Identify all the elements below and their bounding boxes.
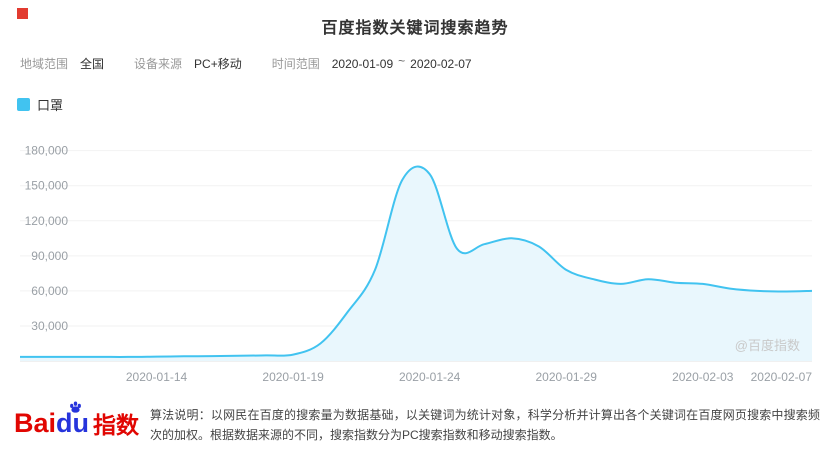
y-axis-label: 30,000 — [31, 319, 68, 333]
logo-text-suffix: 指数 — [93, 411, 140, 438]
logo-text-bai: Bai — [14, 408, 57, 438]
x-axis-label: 2020-01-24 — [399, 370, 461, 384]
time-start-value[interactable]: 2020-01-09 — [331, 56, 394, 71]
algorithm-description: 算法说明：以网民在百度的搜索量为数据基础，以关键词为统计对象，科学分析并计算出各… — [150, 408, 820, 442]
y-axis-label: 180,000 — [25, 144, 69, 158]
trend-chart[interactable]: 30,000 60,000 90,000 120,000 150,000 180,000 2… — [0, 103, 830, 403]
series-line — [20, 165, 813, 358]
paw-icon — [70, 401, 81, 413]
logo-du-wrap: du — [56, 401, 90, 438]
x-axis-label: 2020-01-19 — [262, 370, 324, 384]
device-label: 设备来源 — [134, 57, 183, 71]
legend: 口罩 — [17, 95, 63, 114]
y-axis-label: 60,000 — [31, 284, 68, 298]
y-axis-label: 90,000 — [31, 249, 68, 263]
region-value[interactable]: 全国 — [80, 57, 105, 71]
footer: Bai du 指数 算法说明：以网民在百度的搜索量为数据基础，以关键词为统计对象… — [0, 401, 830, 457]
trend-chart-svg: 30,000 60,000 90,000 120,000 150,000 180,000 2… — [20, 144, 813, 384]
region-label: 地域范围 — [20, 57, 69, 71]
time-range-separator: ~ — [398, 53, 406, 68]
time-end-value[interactable]: 2020-02-07 — [410, 56, 472, 71]
x-axis-label: 2020-01-29 — [536, 370, 598, 384]
x-axis-label: 2020-02-03 — [672, 370, 734, 384]
device-value[interactable]: PC+移动 — [194, 57, 242, 71]
legend-swatch[interactable] — [17, 98, 30, 111]
x-axis-label: 2020-02-07 — [751, 370, 813, 384]
filter-device: 设备来源 PC+移动 — [134, 55, 242, 72]
red-marker — [17, 8, 28, 19]
series-area — [20, 166, 812, 361]
baidu-index-logo: Bai du 指数 — [14, 401, 140, 438]
filter-time-range: 时间范围 2020-01-09 ~ 2020-02-07 — [271, 53, 472, 72]
y-axis-label: 150,000 — [25, 179, 69, 193]
legend-keyword-label[interactable]: 口罩 — [37, 98, 64, 113]
page-title: 百度指数关键词搜索趋势 — [321, 20, 509, 37]
x-axis-label: 2020-01-14 — [126, 370, 188, 384]
filter-bar: 地域范围 全国 设备来源 PC+移动 时间范围 2020-01-09 ~ 202… — [20, 53, 472, 72]
logo-text-du: du — [56, 408, 90, 438]
time-range-label: 时间范围 — [271, 57, 320, 71]
filter-region: 地域范围 全国 — [20, 55, 104, 72]
y-axis-label: 120,000 — [25, 214, 69, 228]
